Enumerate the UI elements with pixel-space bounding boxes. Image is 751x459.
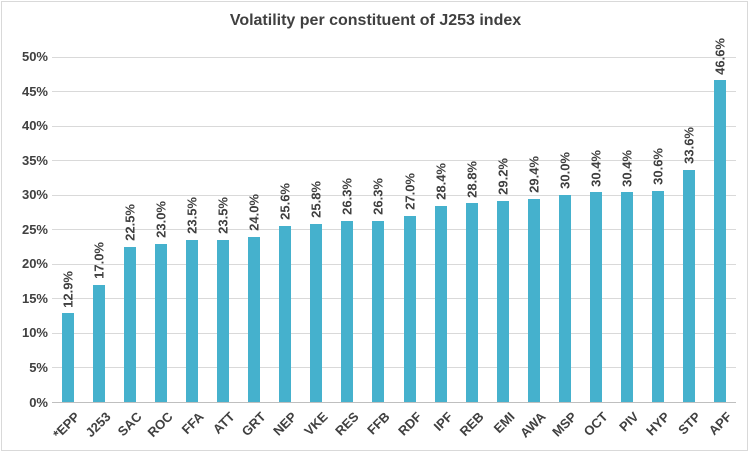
y-tick-label: 30% <box>21 187 48 203</box>
bar-*EPP <box>61 313 74 403</box>
bar-GRT <box>248 236 261 403</box>
bar-PIV <box>621 192 634 403</box>
bar-APF <box>714 80 727 403</box>
bar-HYP <box>652 191 665 403</box>
bar-RES <box>341 220 354 403</box>
bar-AWA <box>527 199 540 403</box>
y-tick-label: 20% <box>21 256 48 272</box>
bar-value-label: 22.5% <box>122 204 138 242</box>
bar-value-label: 26.3% <box>370 177 386 215</box>
gridline <box>52 367 736 369</box>
bar-value-label: 23.0% <box>153 200 169 238</box>
bar-value-label: 28.8% <box>464 160 480 198</box>
bar-value-label: 17.0% <box>91 242 107 280</box>
bar-NEP <box>279 225 292 403</box>
gridline <box>52 91 736 93</box>
bar-value-label: 26.3% <box>339 177 355 215</box>
bar-value-label: 27.0% <box>402 173 418 210</box>
bar-MSP <box>559 195 571 403</box>
gridline <box>52 160 736 162</box>
bar-value-label: 46.6% <box>712 37 728 75</box>
chart-title: Volatility per constituent of J253 index <box>229 12 522 29</box>
bar-REB <box>465 203 478 403</box>
gridline <box>52 125 736 127</box>
bar-IPF <box>434 206 447 403</box>
bar-value-label: 33.6% <box>681 127 697 165</box>
bar-J253 <box>92 285 105 403</box>
bar-FFB <box>372 220 385 403</box>
bar-value-label: 28.4% <box>433 163 449 201</box>
y-tick-label: 50% <box>21 49 48 64</box>
bar-SAC <box>123 247 136 403</box>
gridline <box>52 194 736 196</box>
y-tick-label: 40% <box>21 118 48 134</box>
y-tick-label: 45% <box>21 83 48 99</box>
y-tick-label: 0% <box>29 394 48 410</box>
bar-EMI <box>496 200 509 403</box>
bar-value-label: 24.0% <box>246 193 262 231</box>
bar-value-label: 25.8% <box>308 181 324 219</box>
bar-value-label: 29.4% <box>526 156 542 194</box>
gridline <box>52 263 736 265</box>
chart-border <box>1 1 748 451</box>
bar-value-label: 30.6% <box>650 148 666 186</box>
bar-FFA <box>185 240 198 403</box>
bar-value-label: 23.5% <box>184 197 200 235</box>
bar-value-label: 12.9% <box>60 270 76 308</box>
gridline <box>52 229 736 231</box>
gridline <box>52 332 736 334</box>
y-tick-label: 5% <box>29 359 48 375</box>
bar-OCT <box>590 192 603 403</box>
bar-ROC <box>154 243 167 403</box>
bar-value-label: 25.6% <box>277 182 293 220</box>
bar-STP <box>683 170 696 403</box>
x-axis-line <box>52 402 736 403</box>
bar-value-label: 29.2% <box>495 157 511 195</box>
bar-ATT <box>217 240 229 403</box>
gridline <box>52 56 736 58</box>
bar-RDF <box>403 215 416 403</box>
bar-value-label: 30.4% <box>619 149 635 187</box>
bar-VKE <box>310 224 323 403</box>
bar-value-label: 30.4% <box>588 149 604 187</box>
bar-value-label: 30.0% <box>557 152 573 190</box>
y-tick-label: 15% <box>21 290 48 306</box>
gridline <box>52 298 736 300</box>
y-tick-label: 10% <box>21 325 48 341</box>
bar-value-label: 23.5% <box>215 197 231 235</box>
y-tick-label: 35% <box>21 152 48 168</box>
y-tick-label: 25% <box>21 221 48 237</box>
